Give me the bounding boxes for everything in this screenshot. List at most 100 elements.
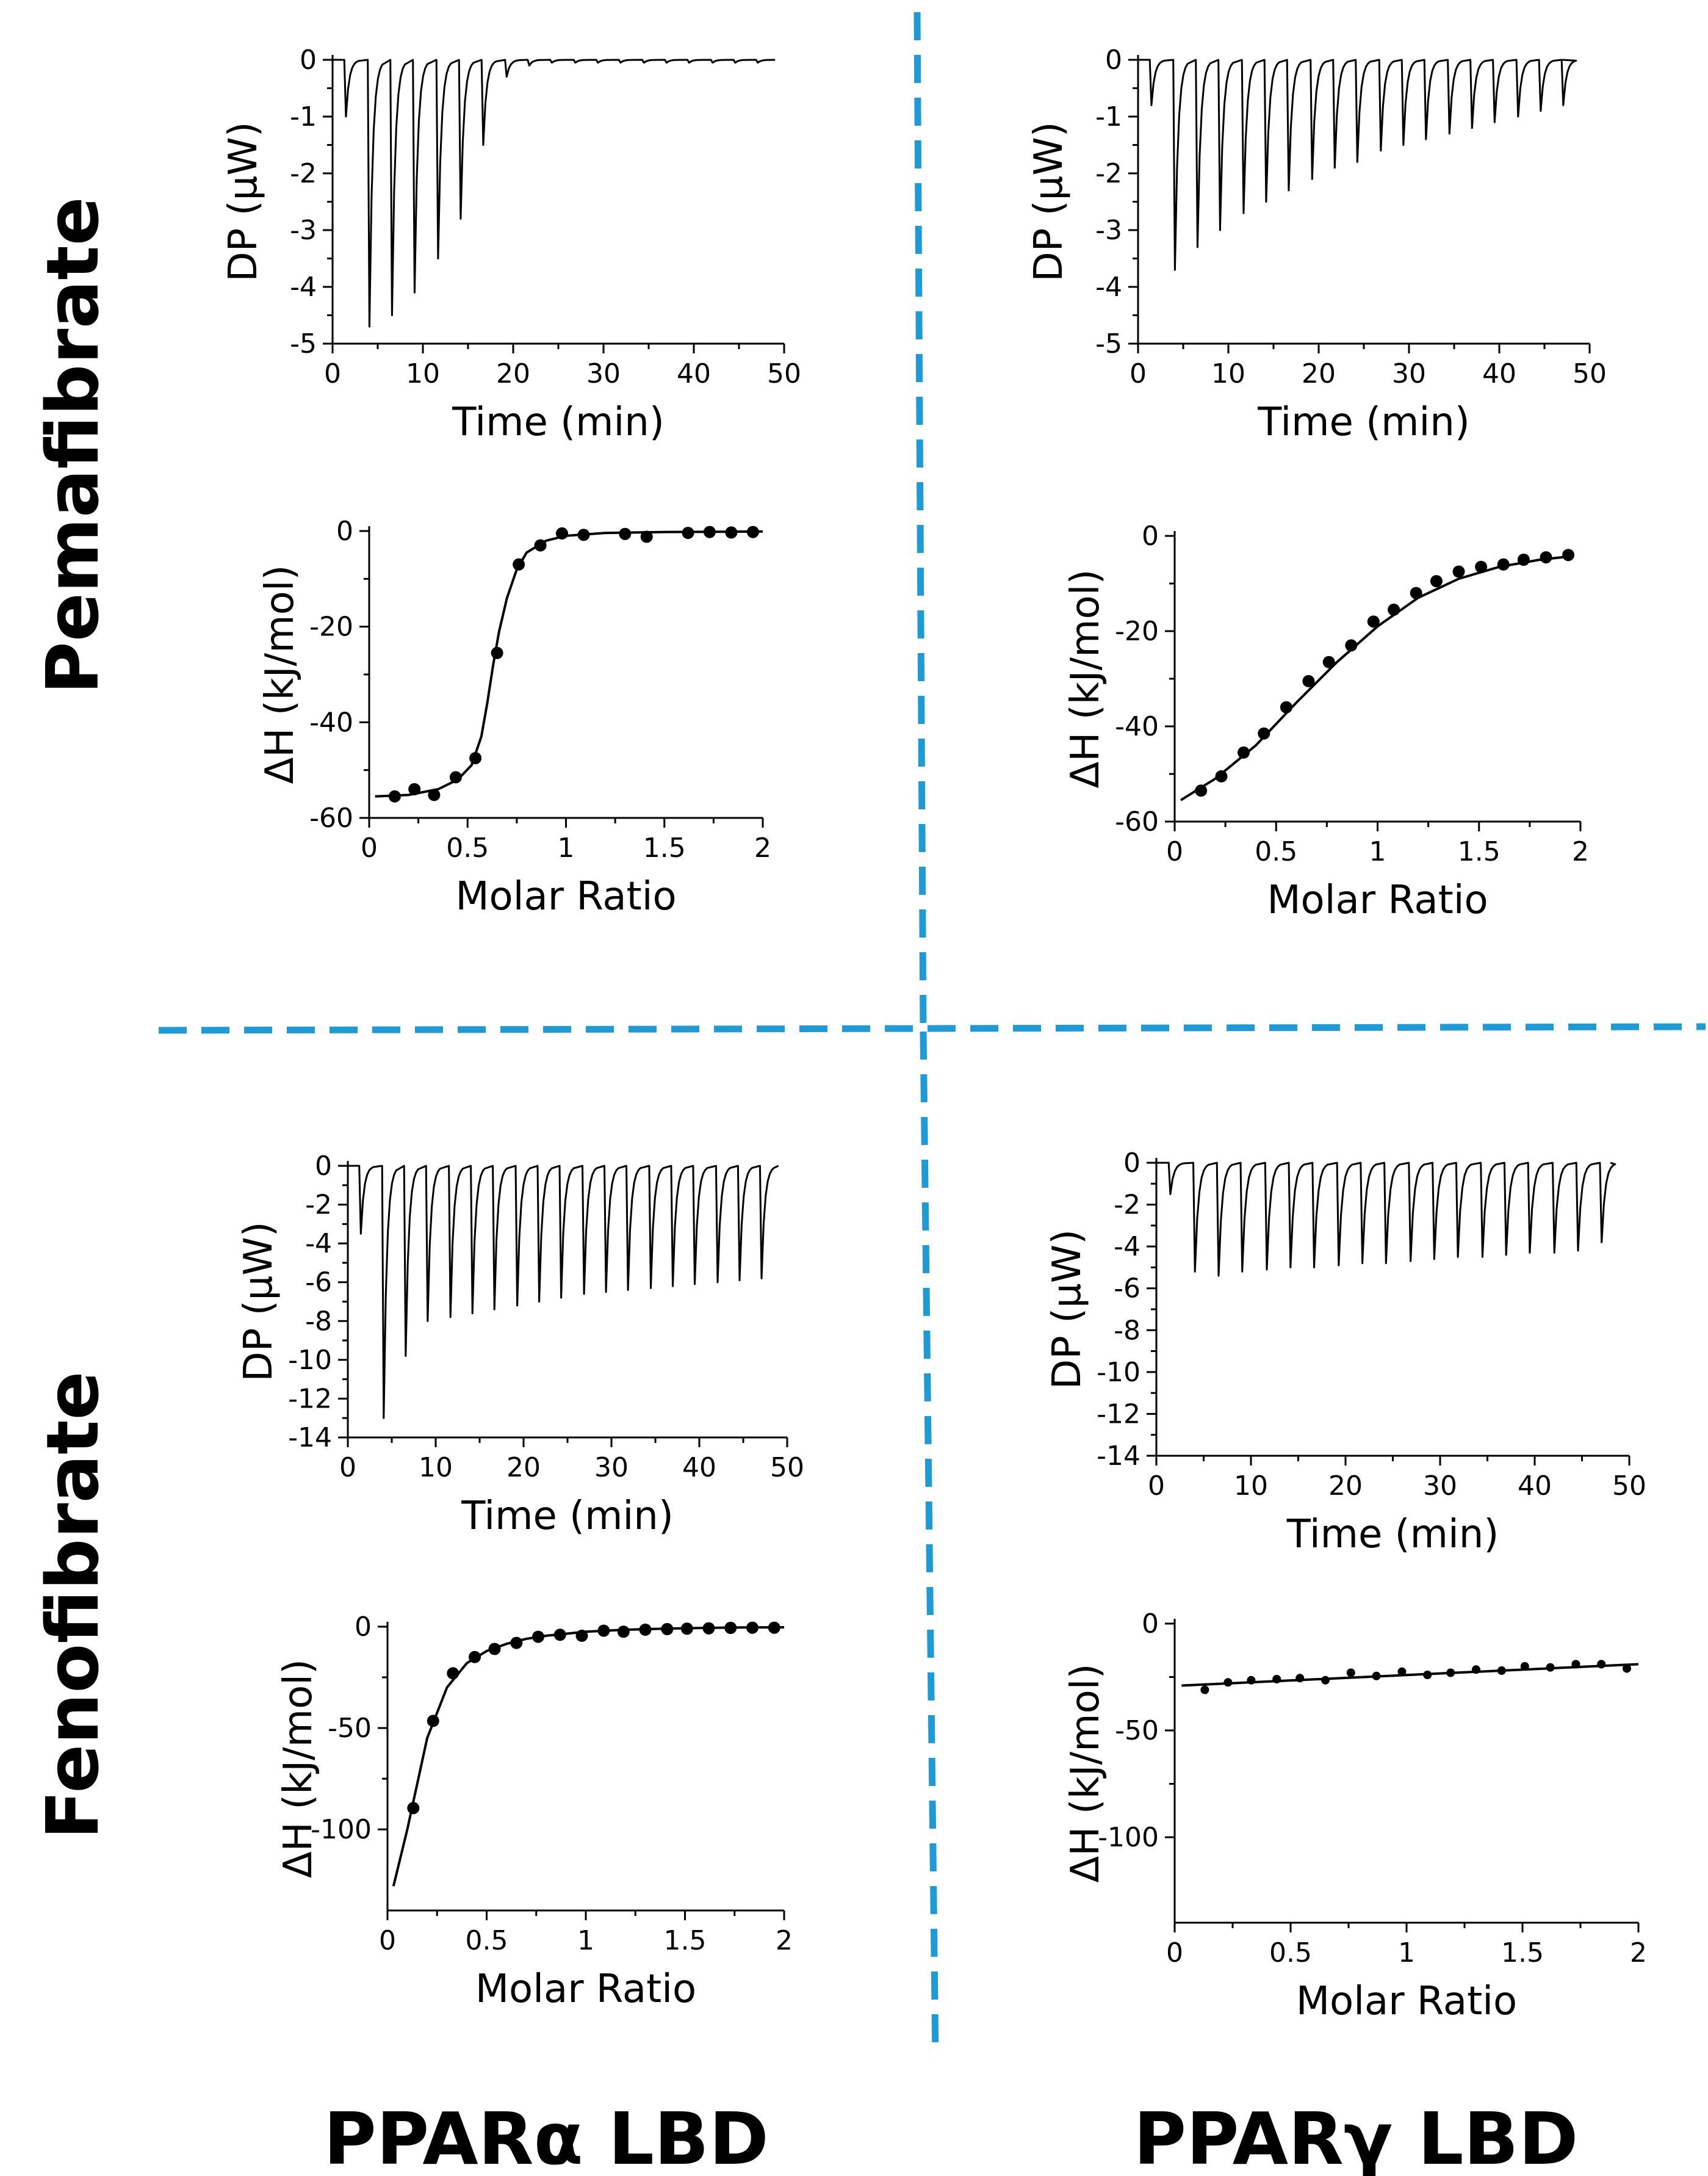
data-point [1497, 1666, 1506, 1675]
data-point [725, 526, 738, 539]
y-tick-label: -20 [309, 612, 353, 643]
vertical-divider-top [913, 12, 927, 1032]
y-tick-label: -4 [290, 272, 317, 303]
data-point [1322, 656, 1335, 668]
data-point [619, 527, 632, 540]
y-axis-label: DP (μW) [1045, 1229, 1090, 1389]
x-tick-label: 0 [1148, 1470, 1165, 1502]
data-point [1475, 560, 1488, 573]
thermogram-trace [1156, 1162, 1616, 1277]
data-point [449, 771, 462, 784]
x-tick-label: 20 [496, 358, 530, 389]
y-tick-label: -10 [1097, 1357, 1140, 1388]
horizontal-divider [158, 1023, 1706, 1034]
x-tick-label: 1 [577, 1925, 594, 1956]
data-point [1597, 1660, 1606, 1669]
y-tick-label: -60 [309, 803, 353, 834]
y-tick-label: 0 [1142, 521, 1159, 552]
y-tick-label: 0 [1105, 45, 1122, 76]
data-point [1410, 587, 1422, 599]
data-point [408, 783, 421, 795]
row-label-fenofibrate: Fenofibrate [31, 1371, 115, 1839]
data-point [1423, 1671, 1432, 1679]
fit-curve [1180, 555, 1571, 801]
x-tick-label: 0 [1166, 1937, 1183, 1968]
data-point [513, 558, 525, 571]
y-tick-label: -1 [290, 101, 317, 132]
y-tick-label: 0 [1142, 1608, 1159, 1639]
feno-gamma-thermogram-panel: 0 10 20 30 40 50 0 -2 -4 -6 -8 -10 -12 -14 Time (min) D… [1045, 1148, 1646, 1557]
data-point [1195, 784, 1208, 797]
data-point [1345, 639, 1358, 652]
y-tick-label: -14 [288, 1422, 332, 1453]
y-tick-label: -2 [290, 158, 317, 189]
y-tick-label: -3 [1095, 215, 1122, 246]
x-tick-label: 1 [1369, 836, 1386, 867]
data-point [577, 529, 590, 541]
x-tick-label: 1.5 [1458, 836, 1501, 867]
y-axis-label: ΔH (kJ/mol) [1063, 569, 1108, 789]
y-axis-label: ΔH (kJ/mol) [258, 565, 303, 784]
y-tick-label: -6 [1114, 1273, 1140, 1304]
column-label-ppar-alpha: PPARα LBD [323, 2097, 769, 2176]
x-tick-label: 20 [1328, 1470, 1363, 1502]
data-point [532, 1630, 544, 1643]
x-tick-label: 1 [1398, 1937, 1415, 1968]
x-tick-label: 30 [586, 358, 621, 389]
x-tick-label: 1.5 [643, 833, 686, 864]
data-point [768, 1621, 780, 1634]
fit-curve [375, 530, 763, 798]
data-point [488, 1643, 501, 1655]
x-tick-label: 20 [506, 1452, 541, 1483]
row-label-pemafibrate: Pemafibrate [31, 197, 115, 694]
data-point [661, 1623, 674, 1635]
y-tick-label: -50 [328, 1713, 372, 1744]
y-tick-label: -1 [1095, 101, 1122, 132]
data-point [1517, 554, 1530, 566]
data-point [1472, 1665, 1480, 1674]
data-point [1272, 1675, 1281, 1683]
column-label-ppar-gamma: PPARγ LBD [1134, 2097, 1579, 2176]
y-tick-label: -60 [1115, 806, 1159, 837]
feno-gamma-isotherm-panel: 0 0.5 1 1.5 2 0 -50 -100 Molar Ratio ΔH (kJ/mol) [1063, 1608, 1647, 2024]
pema-alpha-thermogram-panel: 0 10 20 30 40 50 0 -1 -2 -3 -4 -5 Time (min) DP (μW) [221, 45, 801, 445]
x-tick-label: 40 [1482, 358, 1516, 389]
y-tick-label: -40 [309, 707, 353, 738]
x-tick-label: 10 [1234, 1470, 1268, 1502]
data-point [427, 1715, 439, 1727]
y-tick-label: 0 [336, 516, 353, 547]
data-point [1623, 1664, 1631, 1673]
pema-gamma-thermogram-panel: 0 10 20 30 40 50 0 -1 -2 -3 -4 -5 Time (min) DP (μW) [1026, 45, 1607, 445]
x-tick-label: 40 [682, 1452, 716, 1483]
x-axis-label: Molar Ratio [475, 1967, 696, 2012]
data-point [469, 1650, 481, 1663]
x-tick-label: 40 [1518, 1470, 1552, 1502]
x-tick-label: 50 [770, 1452, 804, 1483]
quadrant-dividers [158, 12, 1706, 2058]
data-point [1571, 1660, 1580, 1669]
data-point [1223, 1678, 1233, 1687]
x-tick-label: 20 [1302, 358, 1336, 389]
data-point [1388, 603, 1400, 616]
data-point [534, 539, 547, 552]
x-tick-label: 0 [339, 1452, 356, 1483]
x-tick-label: 1.5 [1501, 1937, 1544, 1968]
data-point [597, 1624, 610, 1637]
x-axis-label: Time (min) [1257, 400, 1470, 445]
y-axis-label: ΔH (kJ/mol) [276, 1659, 321, 1878]
data-point [1372, 1671, 1381, 1680]
data-point [1562, 549, 1575, 562]
x-tick-label: 0.5 [1255, 836, 1297, 867]
data-point [388, 790, 401, 803]
data-point [639, 1624, 652, 1636]
data-point [682, 527, 694, 540]
y-axis-label: ΔH (kJ/mol) [1063, 1664, 1108, 1883]
y-tick-label: -12 [1097, 1398, 1140, 1430]
y-tick-label: -5 [290, 328, 317, 360]
y-tick-label: -20 [1115, 616, 1159, 647]
x-tick-label: 2 [776, 1925, 793, 1956]
feno-alpha-thermogram-panel: 0 10 20 30 40 50 0 -2 -4 -6 -8 -10 -12 -14 Time (min) D… [236, 1151, 804, 1539]
x-tick-label: 1 [558, 833, 575, 864]
data-point [491, 646, 503, 659]
y-tick-label: -8 [305, 1306, 332, 1337]
